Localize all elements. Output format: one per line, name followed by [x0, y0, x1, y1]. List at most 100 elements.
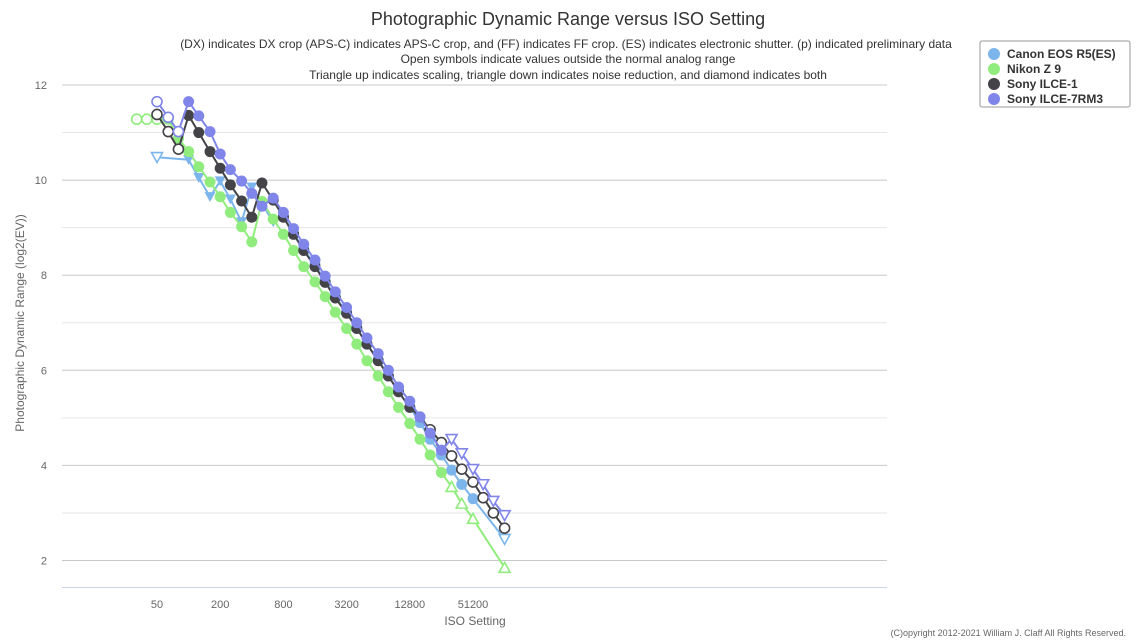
data-point [329, 286, 341, 298]
series-line [156, 99, 506, 516]
data-point [277, 228, 289, 240]
chart-subtitle-1: (DX) indicates DX crop (APS-C) indicates… [180, 37, 952, 51]
data-point [277, 206, 289, 218]
data-point [224, 194, 236, 205]
data-point [236, 221, 248, 233]
x-tick-label: 3200 [334, 599, 358, 611]
data-point [497, 533, 512, 546]
x-tick-label: 200 [211, 599, 229, 611]
legend-symbol [988, 48, 1000, 60]
data-point [309, 254, 321, 266]
data-point [236, 195, 248, 207]
data-point [319, 270, 331, 282]
data-point [393, 381, 405, 393]
data-point [151, 108, 163, 121]
data-point [497, 560, 512, 574]
data-point [162, 125, 175, 138]
data-point [204, 176, 216, 188]
legend-label[interactable]: Canon EOS R5(ES) [1007, 47, 1116, 61]
data-point [414, 433, 426, 445]
data-point [456, 478, 468, 490]
data-point [446, 464, 458, 476]
data-point [224, 206, 236, 218]
data-point [224, 164, 236, 176]
data-point [361, 355, 373, 367]
series-group [130, 95, 512, 574]
data-point [214, 191, 226, 203]
data-point [246, 236, 258, 248]
data-point [445, 450, 458, 462]
data-point [150, 151, 164, 165]
data-point [267, 192, 279, 204]
copyright-text: (C)opyright 2012-2021 William J. Claff A… [891, 628, 1126, 638]
legend-symbol [988, 63, 1000, 75]
data-point [172, 143, 185, 155]
data-point [341, 322, 353, 334]
x-tick-label: 12800 [395, 599, 426, 611]
data-point [454, 496, 469, 509]
data-point [319, 291, 331, 303]
series-nikon-z-9 [130, 113, 512, 574]
data-point [204, 192, 216, 202]
data-point [393, 401, 405, 413]
data-point [351, 317, 363, 329]
y-tick-label: 12 [35, 80, 47, 92]
data-point [404, 418, 416, 430]
series-canon-eos-r5-es- [150, 151, 512, 546]
data-point [193, 110, 205, 122]
data-point [498, 522, 511, 534]
data-point [424, 427, 436, 439]
legend-label[interactable]: Sony ILCE-1 [1007, 77, 1078, 91]
data-point [183, 146, 195, 158]
data-point [466, 511, 480, 525]
data-point [424, 449, 436, 461]
data-point [151, 95, 163, 108]
data-point [372, 348, 384, 360]
data-point [382, 386, 394, 398]
data-point [256, 200, 268, 212]
y-tick-label: 10 [35, 175, 47, 187]
data-point [329, 306, 341, 318]
data-point [162, 111, 175, 124]
data-point [288, 244, 300, 256]
series-sony-ilce-7rm3 [151, 95, 512, 523]
data-point [351, 338, 363, 350]
data-point [404, 395, 416, 407]
y-axis-ticks: 2 4 6 8 10 12 [35, 80, 47, 568]
data-point [298, 261, 310, 273]
data-point [372, 370, 384, 382]
y-tick-label: 2 [41, 556, 47, 568]
grid-lines [62, 84, 887, 588]
data-point [454, 448, 469, 461]
x-axis-label: ISO Setting [444, 614, 505, 628]
data-point [486, 495, 501, 508]
data-point [236, 175, 248, 187]
x-axis-ticks: 50 200 800 3200 12800 51200 [151, 599, 488, 611]
data-point [141, 113, 153, 126]
x-tick-label: 800 [274, 599, 292, 611]
data-point [224, 179, 236, 191]
data-point [267, 213, 279, 225]
data-point [246, 211, 258, 223]
legend-label[interactable]: Nikon Z 9 [1007, 62, 1061, 76]
data-point [466, 463, 480, 477]
legend-box [979, 40, 1131, 108]
data-point [204, 126, 216, 138]
data-point [172, 125, 185, 138]
y-tick-label: 8 [41, 270, 47, 282]
data-point [193, 127, 205, 139]
data-point [193, 161, 205, 173]
data-point [477, 491, 489, 504]
y-tick-label: 6 [41, 365, 47, 377]
data-point [414, 411, 426, 423]
data-point [214, 162, 226, 174]
legend-symbol [988, 93, 1000, 105]
data-point [382, 364, 394, 376]
data-point [444, 433, 459, 447]
data-point [467, 476, 479, 488]
data-point [497, 509, 512, 523]
legend-label[interactable]: Sony ILCE-7RM3 [1007, 92, 1103, 106]
legend-symbol [988, 78, 1000, 90]
